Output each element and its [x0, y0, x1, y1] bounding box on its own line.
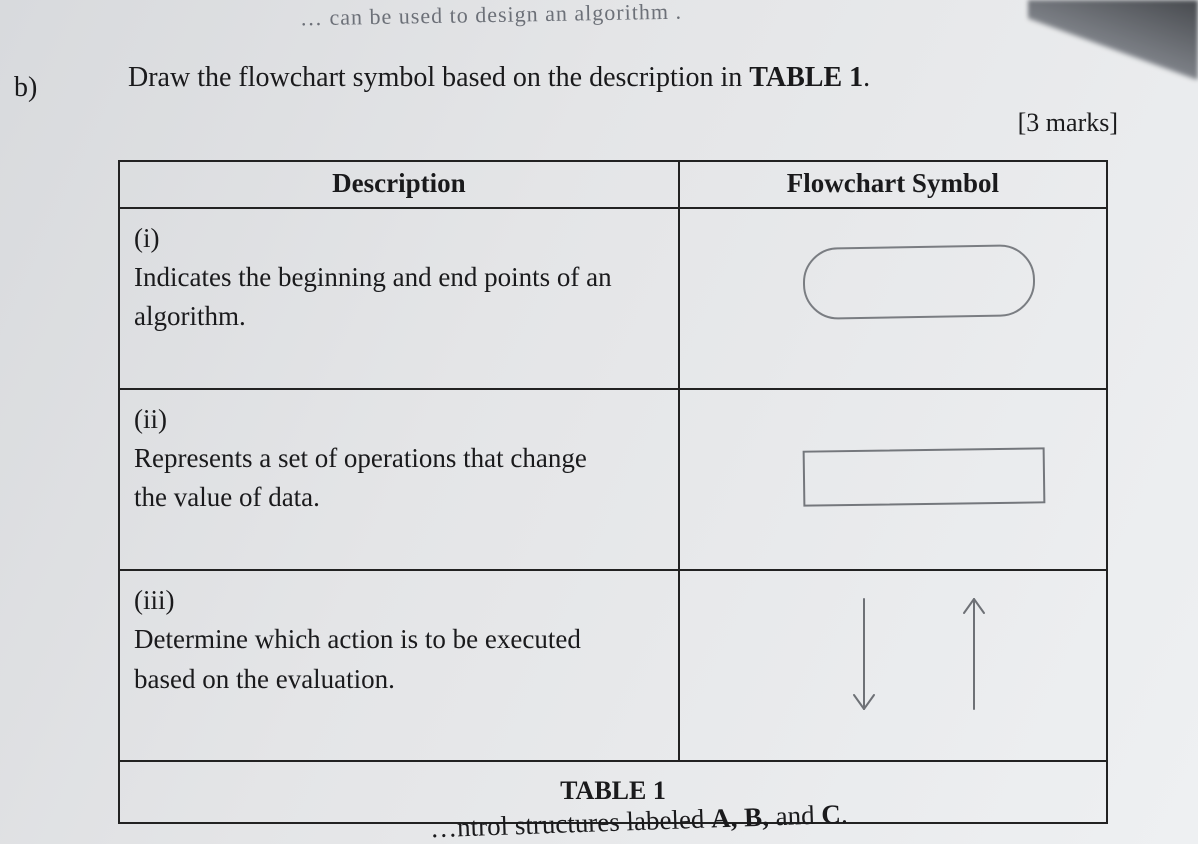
marks-label: [3 marks]	[1018, 108, 1118, 138]
question-label: b)	[14, 72, 37, 104]
table-header-row: Description Flowchart Symbol	[119, 161, 1107, 208]
row-description-text: Determine which action is to be executed…	[134, 620, 614, 698]
question-text-prefix: Draw the flowchart symbol based on the d…	[128, 62, 749, 93]
footer-suffix: .	[840, 799, 848, 829]
question-text: Draw the flowchart symbol based on the d…	[128, 62, 870, 94]
table-row: (ii) Represents a set of operations that…	[119, 389, 1107, 570]
row-roman: (iii)	[134, 581, 182, 620]
header-symbol: Flowchart Symbol	[679, 161, 1107, 208]
process-rect-icon	[694, 400, 1092, 540]
row-description-text: Indicates the beginning and end points o…	[134, 258, 614, 336]
question-text-bold: TABLE 1	[749, 62, 863, 93]
question-text-suffix: .	[863, 62, 870, 93]
cell-symbol	[679, 208, 1107, 389]
terminator-oval-icon	[694, 219, 1092, 359]
cell-description: (ii) Represents a set of operations that…	[119, 389, 679, 570]
page-corner-fold	[1028, 0, 1198, 80]
flowchart-symbols-table: Description Flowchart Symbol (i) Indicat…	[118, 160, 1108, 824]
row-roman: (i)	[134, 219, 182, 258]
footer-bold-c: C	[821, 799, 842, 830]
two-arrows-icon	[694, 581, 1092, 731]
row-description-text: Represents a set of operations that chan…	[134, 439, 614, 517]
row-roman: (ii)	[134, 400, 182, 439]
header-description: Description	[119, 161, 679, 208]
footer-mid: and	[768, 800, 821, 832]
table-row: (i) Indicates the beginning and end poin…	[119, 208, 1107, 389]
cell-description: (i) Indicates the beginning and end poin…	[119, 208, 679, 389]
table-row: (iii) Determine which action is to be ex…	[119, 570, 1107, 761]
handwritten-top-note: … can be used to design an algorithm .	[300, 0, 682, 31]
cell-symbol	[679, 570, 1107, 761]
cell-symbol	[679, 389, 1107, 570]
footer-bold-ab: A, B,	[711, 801, 770, 833]
cell-description: (iii) Determine which action is to be ex…	[119, 570, 679, 761]
